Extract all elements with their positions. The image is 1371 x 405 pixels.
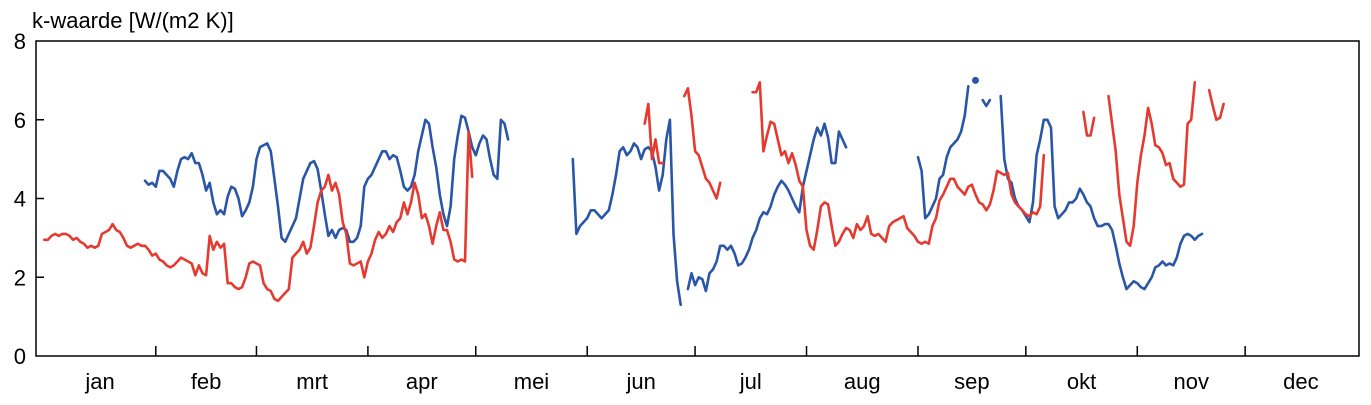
x-tick-label-jan: jan (84, 369, 114, 394)
series-0-line-segment-2 (686, 122, 848, 293)
x-axis: jan feb mrt apr mei jun jul aug sep okt nov dec (84, 346, 1319, 394)
series-1-line-segment-3 (751, 81, 1046, 251)
y-tick-label: 2 (14, 265, 26, 290)
series-1-line-segment-2 (682, 87, 722, 200)
x-tick-label-mei: mei (514, 369, 549, 394)
x-tick-label-jun: jun (625, 369, 655, 394)
series-1-line-segment-4 (1082, 110, 1096, 137)
series-1-line-segment-1 (643, 102, 665, 165)
x-tick-label-okt: okt (1067, 369, 1096, 394)
series-0-point-0 (972, 76, 979, 84)
y-axis: 0 2 4 6 8 (14, 29, 44, 369)
x-tick-label-apr: apr (406, 369, 438, 394)
series-1-line-segment-6 (1207, 88, 1225, 122)
x-tick-label-aug: aug (844, 369, 881, 394)
series-group (42, 76, 1225, 307)
x-tick-label-dec: dec (1283, 369, 1318, 394)
x-tick-label-mrt: mrt (296, 369, 328, 394)
x-tick-label-nov: nov (1173, 369, 1208, 394)
series-0-line-segment-3 (916, 85, 970, 220)
y-tick-label: 6 (14, 108, 26, 133)
plot-frame (35, 40, 1360, 357)
y-axis-label: k-waarde [W/(m2 K)] (32, 8, 234, 33)
series-1-line-segment-5 (1107, 81, 1197, 248)
y-tick-label: 8 (14, 29, 26, 54)
x-tick-label-feb: feb (191, 369, 222, 394)
series-0-line-segment-4 (981, 98, 992, 108)
series-0-line-segment-0 (143, 114, 510, 244)
series-1-line-segment-0 (42, 130, 474, 303)
x-tick-label-sep: sep (954, 369, 989, 394)
y-tick-label: 4 (14, 187, 26, 212)
series-0-line-segment-5 (999, 94, 1204, 291)
y-tick-label: 0 (14, 344, 26, 369)
series-0-line-segment-1 (571, 118, 683, 307)
x-tick-label-jul: jul (739, 369, 762, 394)
